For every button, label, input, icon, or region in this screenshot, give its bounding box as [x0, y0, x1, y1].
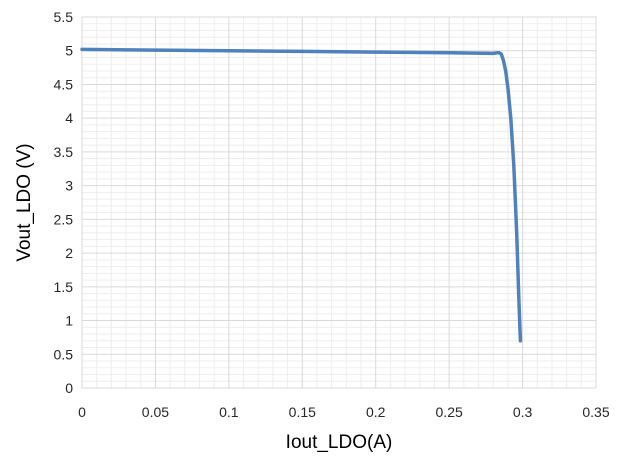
- y-tick-label: 2.5: [54, 211, 74, 227]
- x-tick-label: 0.05: [142, 404, 169, 420]
- x-tick-label: 0.35: [582, 404, 609, 420]
- y-tick-label: 1.5: [54, 279, 74, 295]
- y-tick-label: 4: [65, 110, 73, 126]
- y-tick-label: 0.5: [54, 346, 74, 362]
- x-tick-label: 0.3: [513, 404, 533, 420]
- y-tick-label: 3.5: [54, 144, 74, 160]
- y-tick-label: 0: [65, 380, 73, 396]
- y-axis-title: Vout_LDO (V): [14, 143, 35, 261]
- y-tick-label: 5.5: [54, 9, 74, 25]
- minor-grid: [82, 17, 596, 388]
- y-tick-label: 3: [65, 178, 73, 194]
- x-tick-label: 0.25: [436, 404, 463, 420]
- x-tick-label: 0.2: [366, 404, 386, 420]
- y-axis-ticks: 0 0.5 1 1.5 2 2.5 3 3.5 4 4.5 5 5.5: [54, 9, 74, 396]
- y-tick-label: 5: [65, 43, 73, 59]
- plot-area-frame: [81, 16, 597, 389]
- series-line: [80, 47, 523, 343]
- y-tick-label: 2: [65, 245, 73, 261]
- x-tick-label: 0.1: [219, 404, 239, 420]
- series-layer: [80, 47, 523, 343]
- y-tick-label: 1: [65, 313, 73, 329]
- x-axis-ticks: 0 0.05 0.1 0.15 0.2 0.25 0.3 0.35: [78, 404, 610, 420]
- x-tick-label: 0: [78, 404, 86, 420]
- x-axis-title: Iout_LDO(A): [286, 432, 393, 453]
- y-tick-label: 4.5: [54, 76, 74, 92]
- x-tick-label: 0.15: [289, 404, 316, 420]
